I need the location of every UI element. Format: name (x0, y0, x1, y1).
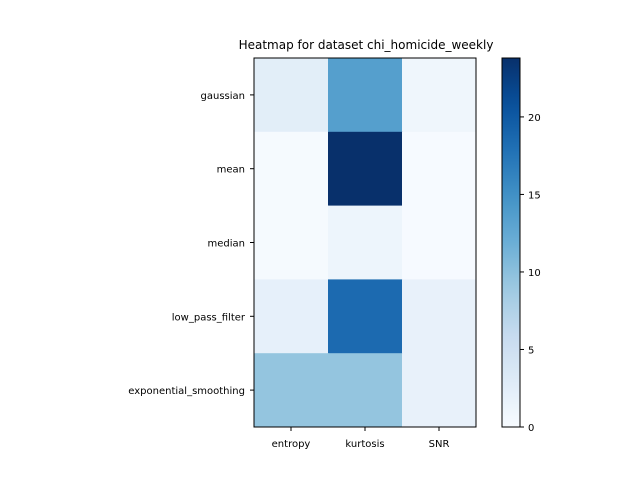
heatmap-cell (402, 279, 477, 354)
heatmap-cell (402, 205, 477, 280)
heatmap-cell (328, 131, 403, 207)
colorbar-tick-label: 20 (528, 113, 541, 124)
heatmap-cell (254, 205, 329, 280)
y-tick-label: mean (217, 165, 245, 176)
x-tick-label: kurtosis (345, 439, 384, 450)
colorbar-tick-label: 10 (528, 268, 541, 279)
heatmap-cell (328, 353, 403, 428)
heatmap-cell (254, 279, 329, 354)
colorbar-tick-label: 15 (528, 190, 541, 201)
heatmap-cell (402, 131, 477, 207)
y-tick-label: gaussian (201, 91, 245, 102)
heatmap-cell (402, 353, 477, 428)
colorbar-tick-label: 5 (528, 345, 534, 356)
heatmap-cell (402, 58, 477, 133)
heatmap-cell (254, 353, 329, 428)
colorbar-frame (501, 57, 521, 428)
heatmap-cell (328, 279, 403, 354)
colorbar (502, 58, 520, 427)
colorbar-ticks: 0 5 10 15 20 (520, 113, 541, 434)
chart-title: Heatmap for dataset chi_homicide_weekly (239, 38, 494, 52)
heatmap-cell (254, 58, 329, 133)
heatmap-cells (254, 58, 477, 428)
x-tick-label: SNR (429, 439, 450, 450)
x-axis-ticks: entropy kurtosis SNR (272, 427, 450, 450)
y-tick-label: median (208, 239, 246, 250)
y-axis-ticks: gaussian mean median low_pass_filterexponen… (128, 91, 254, 397)
colorbar-tick-label: 0 (528, 423, 534, 434)
y-tick-label: low_pass_filter (172, 312, 246, 323)
y-tick-label: exponential_smoothing (128, 386, 245, 397)
heatmap-cell (254, 131, 329, 207)
x-tick-label: entropy (272, 439, 311, 450)
heatmap-cell (328, 58, 403, 133)
heatmap-cell (328, 205, 403, 280)
